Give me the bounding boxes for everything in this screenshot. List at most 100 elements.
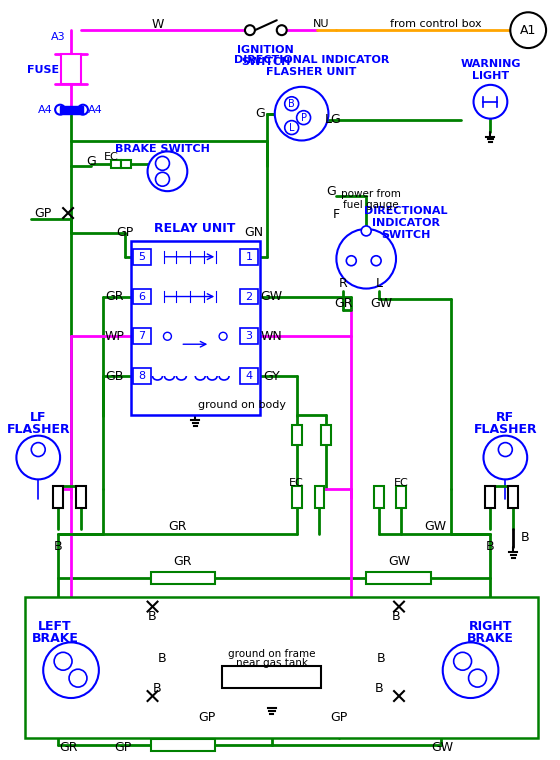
Text: FLASHER UNIT: FLASHER UNIT xyxy=(267,67,357,77)
Bar xyxy=(374,486,384,508)
Text: B: B xyxy=(377,652,385,665)
Text: GP: GP xyxy=(35,207,52,220)
Text: BRAKE: BRAKE xyxy=(32,632,78,645)
Text: NU: NU xyxy=(313,19,330,29)
Text: ground on body: ground on body xyxy=(198,400,286,410)
Text: GR: GR xyxy=(173,556,192,568)
Bar xyxy=(133,368,151,384)
Text: B: B xyxy=(54,540,62,553)
Text: LG: LG xyxy=(325,113,342,126)
Circle shape xyxy=(156,173,170,186)
Text: INDICATOR: INDICATOR xyxy=(372,218,440,228)
Text: GW: GW xyxy=(424,520,447,533)
Text: GW: GW xyxy=(370,297,392,310)
Text: from control box: from control box xyxy=(390,19,482,29)
Text: A3: A3 xyxy=(51,32,66,42)
Bar xyxy=(133,289,151,305)
Text: G: G xyxy=(86,155,96,168)
Text: B: B xyxy=(375,682,384,695)
Circle shape xyxy=(474,85,507,119)
Text: EC: EC xyxy=(394,478,408,489)
Text: GP: GP xyxy=(331,711,348,724)
Bar xyxy=(222,667,321,688)
Bar xyxy=(111,160,121,168)
Circle shape xyxy=(31,442,45,457)
Circle shape xyxy=(498,442,512,457)
Text: SWITCH: SWITCH xyxy=(241,57,291,67)
Text: GR: GR xyxy=(334,297,353,310)
Circle shape xyxy=(78,105,88,115)
Text: GW: GW xyxy=(388,556,410,568)
Text: B: B xyxy=(288,99,295,109)
Text: BRAKE SWITCH: BRAKE SWITCH xyxy=(115,144,210,154)
Circle shape xyxy=(454,652,472,670)
Text: LF: LF xyxy=(30,411,46,424)
Text: IGNITION: IGNITION xyxy=(237,45,294,55)
Text: F: F xyxy=(333,207,340,220)
Text: B: B xyxy=(148,610,157,623)
Text: SWITCH: SWITCH xyxy=(381,230,431,240)
Circle shape xyxy=(443,642,498,698)
Text: WP: WP xyxy=(105,330,125,343)
Text: GW: GW xyxy=(261,290,283,303)
Text: FUSE: FUSE xyxy=(27,65,59,75)
Circle shape xyxy=(469,670,487,687)
Text: P: P xyxy=(301,112,306,122)
Text: GB: GB xyxy=(106,369,124,382)
Circle shape xyxy=(483,435,527,480)
Bar xyxy=(486,486,496,508)
Text: R: R xyxy=(339,277,348,290)
Circle shape xyxy=(54,652,72,670)
Text: fuel gauge: fuel gauge xyxy=(343,200,399,210)
Bar xyxy=(315,486,324,508)
Bar xyxy=(292,486,302,508)
Text: FLASHER: FLASHER xyxy=(474,423,537,436)
Circle shape xyxy=(297,111,311,125)
Text: GR: GR xyxy=(168,520,186,533)
Circle shape xyxy=(69,670,87,687)
Text: RELAY UNIT: RELAY UNIT xyxy=(153,223,235,236)
Bar xyxy=(240,249,258,264)
Circle shape xyxy=(275,87,329,141)
Circle shape xyxy=(361,226,371,236)
Text: WN: WN xyxy=(261,330,283,343)
Text: DIRECTIONAL: DIRECTIONAL xyxy=(364,206,447,216)
Bar xyxy=(25,597,538,738)
Text: G: G xyxy=(326,185,337,198)
Bar xyxy=(366,572,431,584)
Text: 2: 2 xyxy=(245,292,253,302)
Circle shape xyxy=(277,25,287,35)
Text: RF: RF xyxy=(496,411,515,424)
Text: L: L xyxy=(289,122,295,132)
Circle shape xyxy=(346,256,356,266)
Text: WARNING: WARNING xyxy=(460,59,521,69)
Text: 8: 8 xyxy=(138,371,145,381)
Text: GY: GY xyxy=(263,369,280,382)
Bar xyxy=(240,289,258,305)
Text: 5: 5 xyxy=(138,252,145,261)
Bar xyxy=(53,486,63,508)
Text: LEFT: LEFT xyxy=(38,620,72,633)
Circle shape xyxy=(164,332,171,340)
Text: FLASHER: FLASHER xyxy=(6,423,70,436)
Bar xyxy=(76,486,86,508)
Bar xyxy=(240,328,258,344)
Text: 3: 3 xyxy=(245,331,253,341)
Text: A1: A1 xyxy=(520,24,536,36)
Text: 7: 7 xyxy=(138,331,145,341)
Bar xyxy=(292,425,302,445)
Bar xyxy=(133,249,151,264)
Text: W: W xyxy=(151,17,164,30)
Text: B: B xyxy=(153,682,162,695)
Bar xyxy=(130,241,260,415)
Bar xyxy=(133,328,151,344)
Text: A4: A4 xyxy=(87,105,102,115)
Text: GR: GR xyxy=(59,741,77,754)
Text: GN: GN xyxy=(244,226,263,239)
Circle shape xyxy=(148,151,187,192)
Text: 6: 6 xyxy=(138,292,145,302)
Text: B: B xyxy=(486,540,494,553)
Circle shape xyxy=(284,97,298,111)
Bar xyxy=(396,486,406,508)
Text: GR: GR xyxy=(105,290,124,303)
